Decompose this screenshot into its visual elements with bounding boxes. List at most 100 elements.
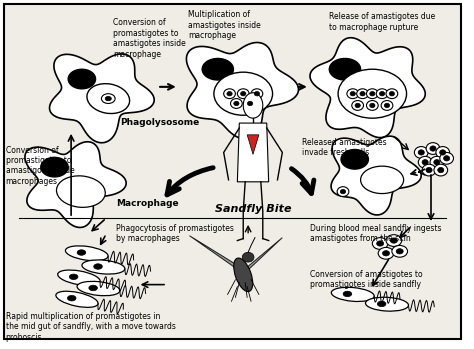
Ellipse shape xyxy=(247,101,253,106)
Ellipse shape xyxy=(234,101,239,106)
Ellipse shape xyxy=(77,281,120,296)
Ellipse shape xyxy=(390,238,397,243)
Ellipse shape xyxy=(56,291,98,307)
Ellipse shape xyxy=(87,84,129,113)
Ellipse shape xyxy=(430,156,444,168)
Text: Rapid multiplication of promastigotes in
the mid gut of sandfly, with a move tow: Rapid multiplication of promastigotes in… xyxy=(6,312,175,342)
Text: Conversion of amastigotes to
promastigotes inside sandfly: Conversion of amastigotes to promastigot… xyxy=(310,270,422,289)
Ellipse shape xyxy=(227,91,232,96)
Text: Released amastigotes
invade fresh cells: Released amastigotes invade fresh cells xyxy=(302,138,386,157)
Ellipse shape xyxy=(340,190,346,194)
Ellipse shape xyxy=(234,258,253,292)
Ellipse shape xyxy=(105,96,111,101)
Ellipse shape xyxy=(67,296,76,301)
Polygon shape xyxy=(190,236,248,272)
Polygon shape xyxy=(237,123,269,182)
Ellipse shape xyxy=(430,146,436,151)
Ellipse shape xyxy=(230,99,242,109)
Polygon shape xyxy=(310,38,425,138)
Ellipse shape xyxy=(337,187,349,196)
Ellipse shape xyxy=(360,91,365,96)
Ellipse shape xyxy=(214,72,273,115)
Ellipse shape xyxy=(237,89,249,99)
Ellipse shape xyxy=(392,245,408,257)
Ellipse shape xyxy=(377,301,386,307)
Ellipse shape xyxy=(338,69,407,118)
Ellipse shape xyxy=(352,101,364,110)
Ellipse shape xyxy=(438,168,444,173)
Ellipse shape xyxy=(224,89,236,99)
Ellipse shape xyxy=(101,94,115,104)
Ellipse shape xyxy=(381,101,393,110)
Ellipse shape xyxy=(65,246,108,261)
Ellipse shape xyxy=(329,58,361,80)
Ellipse shape xyxy=(386,235,401,246)
Ellipse shape xyxy=(77,250,86,255)
Polygon shape xyxy=(331,136,421,215)
Ellipse shape xyxy=(254,91,260,96)
Ellipse shape xyxy=(434,164,447,176)
Ellipse shape xyxy=(434,159,440,165)
Polygon shape xyxy=(240,238,283,273)
Ellipse shape xyxy=(384,103,390,107)
Ellipse shape xyxy=(370,91,375,96)
Polygon shape xyxy=(50,54,154,143)
Text: Sandfly Bite: Sandfly Bite xyxy=(215,204,291,214)
Ellipse shape xyxy=(365,297,409,311)
Ellipse shape xyxy=(366,101,378,110)
Text: Release of amastigotes due
to macrophage rupture: Release of amastigotes due to macrophage… xyxy=(329,13,436,32)
Ellipse shape xyxy=(341,149,368,169)
Ellipse shape xyxy=(243,93,263,118)
Ellipse shape xyxy=(426,143,440,154)
Ellipse shape xyxy=(376,89,388,99)
Ellipse shape xyxy=(418,156,432,168)
Ellipse shape xyxy=(242,252,254,262)
Ellipse shape xyxy=(89,285,98,291)
Ellipse shape xyxy=(372,238,388,250)
Ellipse shape xyxy=(41,157,68,177)
Text: Phagocytosis of promastigotes
by macrophages: Phagocytosis of promastigotes by macroph… xyxy=(116,224,234,243)
Ellipse shape xyxy=(389,91,394,96)
Text: Macrophage: Macrophage xyxy=(116,199,179,208)
Ellipse shape xyxy=(378,247,394,259)
Ellipse shape xyxy=(418,150,424,155)
Text: Conversion of
promastigotes to
amastigotes inside
macrophage: Conversion of promastigotes to amastigot… xyxy=(113,18,186,59)
Ellipse shape xyxy=(361,166,404,194)
Ellipse shape xyxy=(56,176,105,207)
Ellipse shape xyxy=(377,241,383,246)
Ellipse shape xyxy=(440,153,454,164)
Ellipse shape xyxy=(241,91,246,96)
Ellipse shape xyxy=(380,91,385,96)
Ellipse shape xyxy=(383,251,390,256)
Ellipse shape xyxy=(244,99,256,109)
Ellipse shape xyxy=(440,150,446,155)
Ellipse shape xyxy=(422,159,428,165)
Ellipse shape xyxy=(350,91,356,96)
Polygon shape xyxy=(186,43,299,139)
Ellipse shape xyxy=(356,89,368,99)
Ellipse shape xyxy=(355,103,360,107)
Ellipse shape xyxy=(331,287,374,302)
Text: Multiplication of
amastigotes inside
macrophage: Multiplication of amastigotes inside mac… xyxy=(189,10,261,40)
Ellipse shape xyxy=(426,168,432,173)
Ellipse shape xyxy=(422,164,436,176)
Ellipse shape xyxy=(414,147,428,158)
Ellipse shape xyxy=(396,249,403,254)
Ellipse shape xyxy=(58,270,100,285)
Ellipse shape xyxy=(251,89,263,99)
Polygon shape xyxy=(247,135,259,154)
Ellipse shape xyxy=(94,264,102,269)
Text: Phagolysosome: Phagolysosome xyxy=(120,118,199,127)
Ellipse shape xyxy=(444,156,450,161)
Polygon shape xyxy=(25,142,126,228)
Ellipse shape xyxy=(68,69,96,89)
Text: During blood meal sandfly ingests
amastigotes from the skin: During blood meal sandfly ingests amasti… xyxy=(310,224,441,243)
Ellipse shape xyxy=(386,89,398,99)
Ellipse shape xyxy=(347,89,359,99)
Ellipse shape xyxy=(82,260,125,274)
Text: Conversion of
promastigotes to
amastigote inside
macrophages: Conversion of promastigotes to amastigot… xyxy=(6,146,74,186)
Ellipse shape xyxy=(436,147,449,158)
Ellipse shape xyxy=(69,274,78,280)
Ellipse shape xyxy=(202,58,234,80)
Ellipse shape xyxy=(366,89,378,99)
